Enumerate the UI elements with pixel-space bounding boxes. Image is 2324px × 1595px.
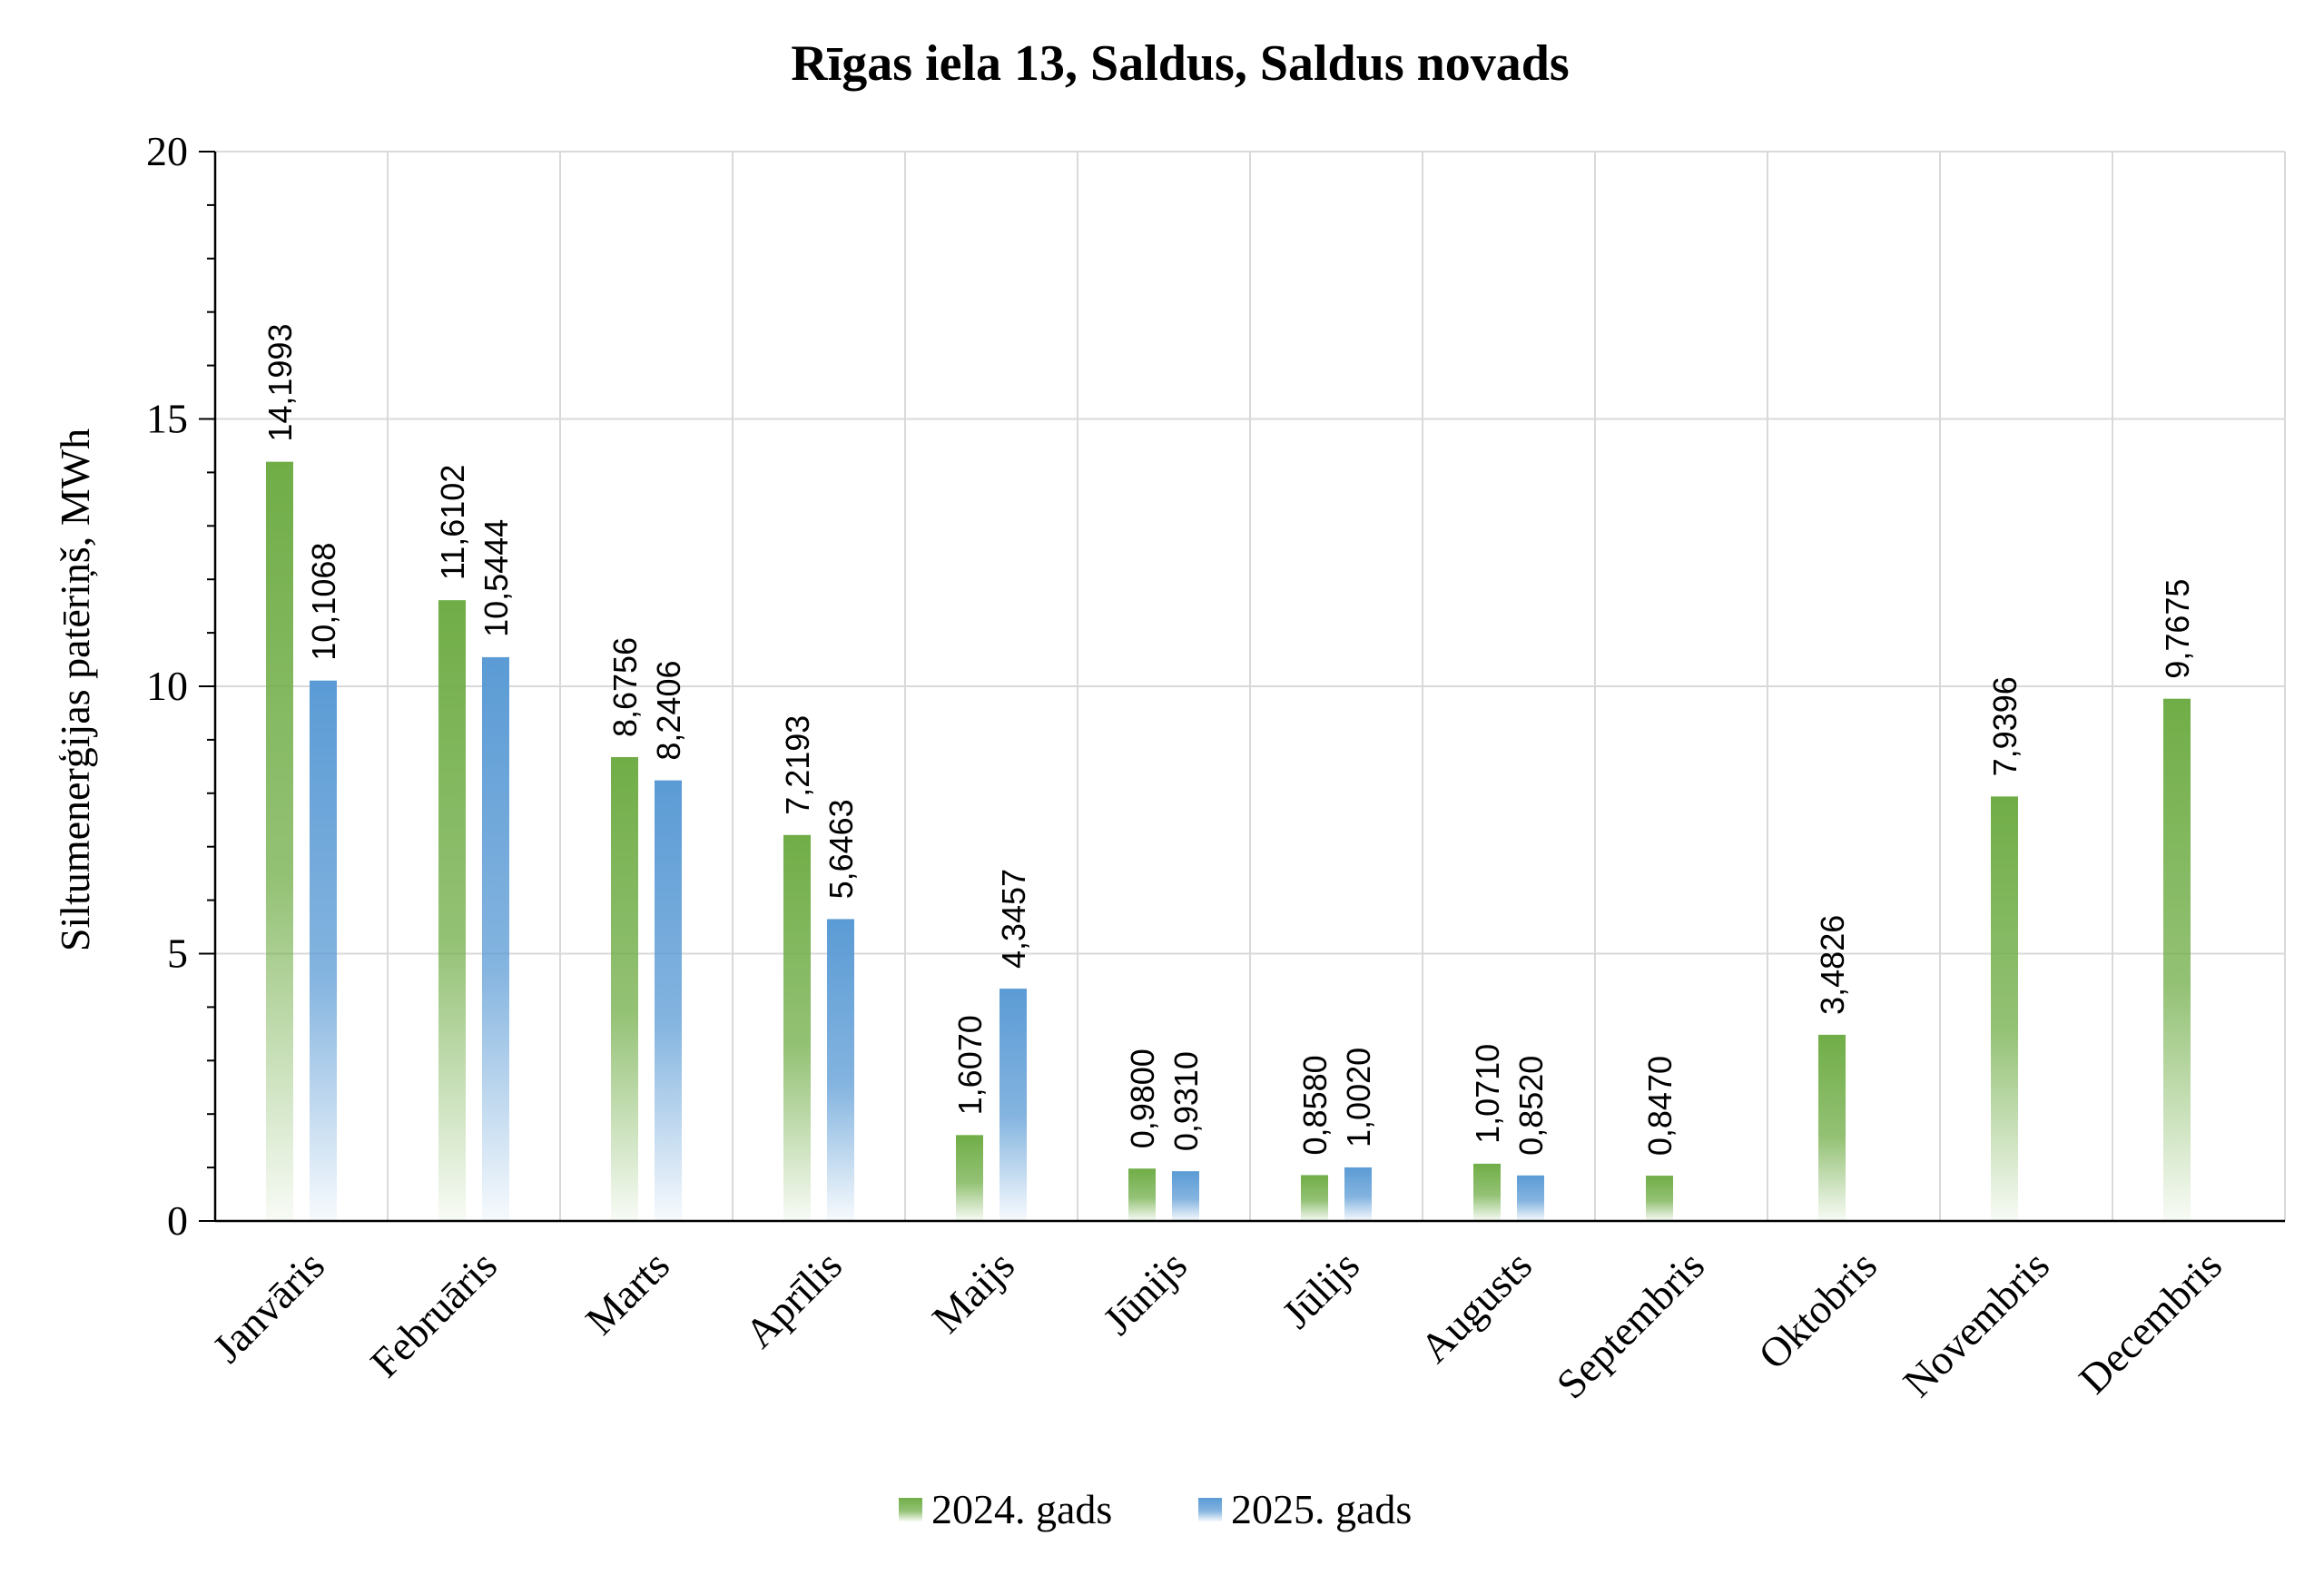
y-tick-label: 20 — [146, 128, 188, 174]
bars — [266, 461, 2191, 1221]
legend: 2024. gads 2025. gads — [899, 1486, 1412, 1532]
bar — [827, 919, 854, 1221]
bar — [438, 600, 466, 1221]
data-label: 4,3457 — [995, 869, 1032, 969]
x-tick-label: Maijs — [923, 1242, 1023, 1342]
data-label: 0,8580 — [1296, 1055, 1334, 1155]
data-label: 8,6756 — [606, 637, 644, 737]
data-label: 11,6102 — [434, 465, 471, 580]
data-label: 0,9310 — [1167, 1051, 1205, 1151]
x-tick-label: Janvāris — [203, 1242, 333, 1372]
bar — [1473, 1163, 1501, 1221]
y-tick-label: 5 — [167, 930, 188, 977]
legend-swatch — [1198, 1498, 1222, 1521]
bar — [266, 461, 293, 1221]
category-labels: Janvāris Februāris Marts Aprīlis Maijs Jūnijs… — [203, 1242, 2230, 1407]
x-tick-label: Augusts — [1411, 1242, 1541, 1372]
data-label: 3,4826 — [1814, 915, 1851, 1015]
x-tick-label: Februāris — [361, 1242, 506, 1386]
data-label: 14,1993 — [261, 324, 299, 442]
bar — [1517, 1175, 1544, 1221]
data-label: 1,0710 — [1469, 1044, 1506, 1144]
x-tick-label: Septembris — [1548, 1242, 1713, 1407]
x-tick-label: Novembris — [1894, 1242, 2058, 1406]
grid — [215, 151, 2286, 1221]
x-tick-label: Decembris — [2070, 1242, 2230, 1403]
data-label: 7,2193 — [779, 715, 816, 815]
bar — [1000, 989, 1027, 1221]
x-tick-label: Aprīlis — [736, 1242, 851, 1356]
legend-label: 2024. gads — [931, 1486, 1112, 1532]
data-label: 0,8470 — [1641, 1056, 1679, 1156]
x-tick-label: Oktobris — [1749, 1242, 1886, 1378]
bar — [1818, 1034, 1846, 1221]
data-label: 9,7675 — [2159, 579, 2196, 679]
data-label: 8,2406 — [650, 661, 687, 761]
data-label: 7,9396 — [1986, 676, 2024, 776]
legend-swatch — [899, 1498, 922, 1521]
bar — [1128, 1168, 1156, 1221]
bar — [1991, 796, 2018, 1221]
data-label: 10,5444 — [478, 519, 515, 637]
y-axis-label: Siltumenerģijas patēriņš, MWh — [52, 428, 98, 951]
data-label: 0,8520 — [1512, 1056, 1550, 1156]
bar — [611, 757, 638, 1221]
data-labels: 14,1993 10,1068 11,6102 10,5444 8,6756 8,2406… — [261, 324, 2196, 1157]
data-label: 0,9800 — [1124, 1049, 1161, 1148]
bar — [2163, 698, 2191, 1221]
x-tick-label: Jūnijs — [1094, 1242, 1196, 1344]
bar — [956, 1135, 983, 1221]
axes: 0 5 10 15 20 — [146, 128, 2285, 1244]
data-label: 1,6070 — [951, 1015, 989, 1115]
x-tick-label: Marts — [576, 1242, 678, 1344]
chart-title: Rīgas iela 13, Saldus, Saldus novads — [791, 35, 1569, 92]
data-label: 5,6463 — [822, 799, 860, 899]
legend-label: 2025. gads — [1231, 1486, 1412, 1532]
data-label: 10,1068 — [305, 543, 342, 661]
bar — [1301, 1175, 1328, 1221]
bar — [783, 834, 811, 1221]
bar — [655, 780, 682, 1221]
bar — [1646, 1176, 1673, 1221]
x-tick-label: Jūlijs — [1273, 1242, 1368, 1337]
bar — [482, 656, 509, 1221]
y-tick-label: 0 — [167, 1197, 188, 1244]
bar — [1344, 1167, 1372, 1221]
bar — [310, 680, 337, 1221]
y-tick-label: 10 — [146, 663, 188, 709]
bar — [1172, 1171, 1199, 1221]
y-tick-label: 15 — [146, 396, 188, 442]
data-label: 1,0020 — [1340, 1048, 1377, 1147]
